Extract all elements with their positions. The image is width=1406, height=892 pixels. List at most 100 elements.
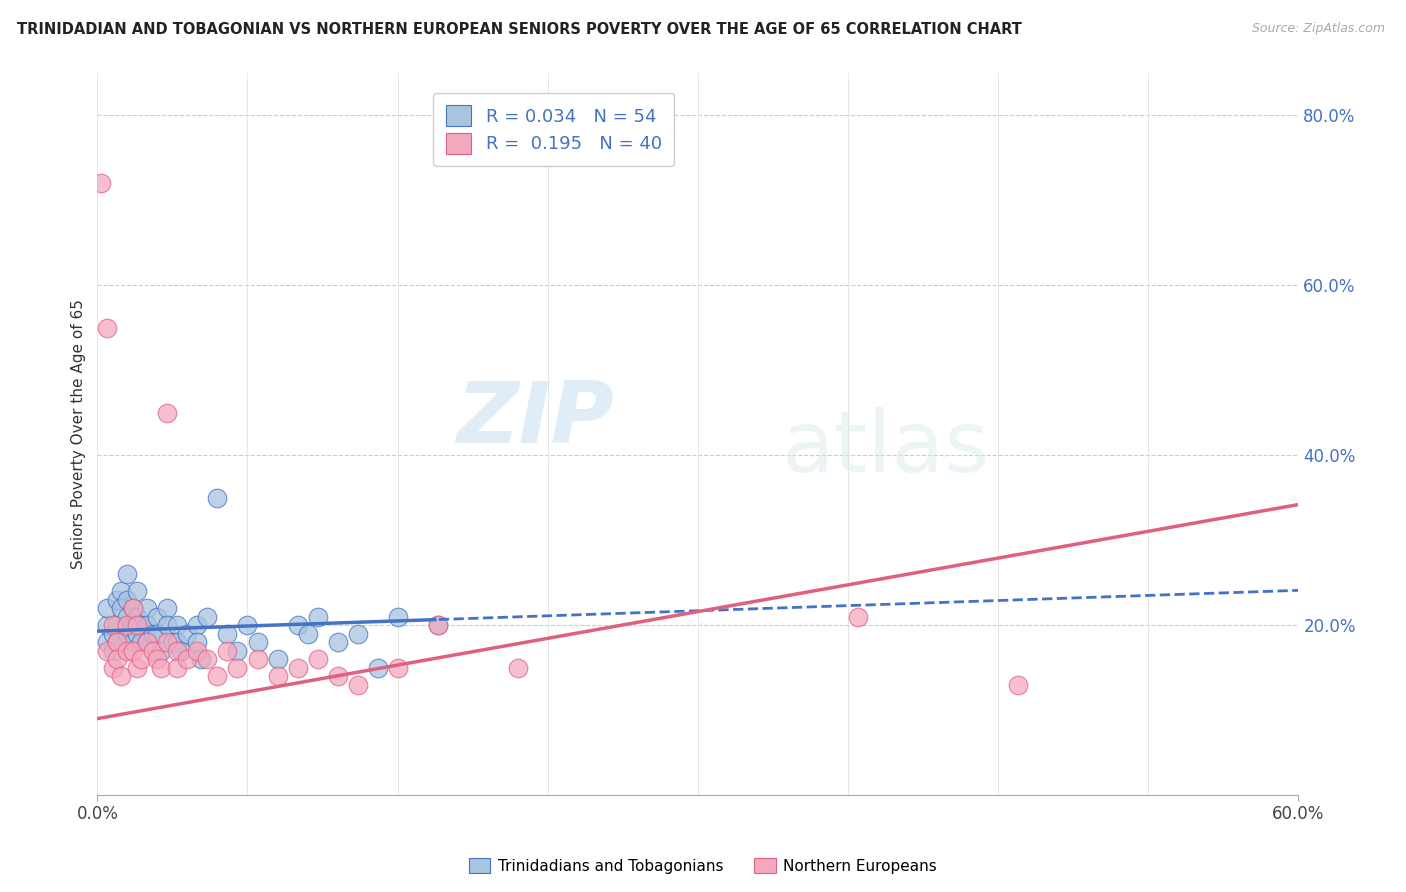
Point xyxy=(266,669,288,683)
Point xyxy=(207,669,229,683)
Legend: R = 0.034   N = 54, R =  0.195   N = 40: R = 0.034 N = 54, R = 0.195 N = 40 xyxy=(433,93,675,166)
Point xyxy=(96,643,118,657)
Point xyxy=(170,643,193,657)
Point xyxy=(127,618,149,632)
Point xyxy=(367,660,389,674)
Point xyxy=(426,618,449,632)
Text: ZIP: ZIP xyxy=(456,378,614,461)
Point xyxy=(96,635,118,649)
Point xyxy=(127,626,149,640)
Point xyxy=(136,635,159,649)
Point xyxy=(105,635,128,649)
Point xyxy=(136,635,159,649)
Point xyxy=(117,609,139,624)
Point xyxy=(127,609,149,624)
Point xyxy=(96,618,118,632)
Point xyxy=(1007,678,1029,692)
Point xyxy=(117,643,139,657)
Point xyxy=(156,635,179,649)
Point xyxy=(287,660,309,674)
Point xyxy=(122,635,145,649)
Legend: Trinidadians and Tobagonians, Northern Europeans: Trinidadians and Tobagonians, Northern E… xyxy=(463,852,943,880)
Point xyxy=(307,609,329,624)
Point xyxy=(142,643,165,657)
Point xyxy=(346,626,368,640)
Point xyxy=(217,643,239,657)
Point xyxy=(156,618,179,632)
Point xyxy=(156,406,179,420)
Point xyxy=(131,618,153,632)
Point xyxy=(426,618,449,632)
Point xyxy=(105,592,128,607)
Point xyxy=(166,618,188,632)
Point xyxy=(110,669,132,683)
Point xyxy=(186,635,208,649)
Point xyxy=(117,592,139,607)
Point xyxy=(236,618,259,632)
Point xyxy=(146,652,169,666)
Point xyxy=(103,626,125,640)
Point xyxy=(122,643,145,657)
Point xyxy=(506,660,529,674)
Point xyxy=(96,321,118,335)
Point xyxy=(146,609,169,624)
Point xyxy=(166,635,188,649)
Point xyxy=(110,584,132,599)
Point xyxy=(186,618,208,632)
Point xyxy=(387,609,409,624)
Point xyxy=(117,618,139,632)
Point xyxy=(176,626,198,640)
Point xyxy=(226,660,249,674)
Point xyxy=(103,643,125,657)
Point xyxy=(346,678,368,692)
Point xyxy=(117,567,139,582)
Point xyxy=(131,652,153,666)
Point xyxy=(146,626,169,640)
Point xyxy=(246,635,269,649)
Point xyxy=(105,618,128,632)
Point xyxy=(136,601,159,615)
Point xyxy=(846,609,869,624)
Point xyxy=(207,491,229,505)
Point xyxy=(90,177,112,191)
Point xyxy=(103,618,125,632)
Point xyxy=(142,626,165,640)
Point xyxy=(176,652,198,666)
Point xyxy=(186,643,208,657)
Point xyxy=(103,660,125,674)
Point xyxy=(190,652,212,666)
Point xyxy=(162,635,184,649)
Point xyxy=(131,635,153,649)
Point xyxy=(166,660,188,674)
Point xyxy=(127,584,149,599)
Point xyxy=(197,609,219,624)
Point xyxy=(136,618,159,632)
Point xyxy=(122,601,145,615)
Point xyxy=(127,660,149,674)
Y-axis label: Seniors Poverty Over the Age of 65: Seniors Poverty Over the Age of 65 xyxy=(72,299,86,569)
Text: Source: ZipAtlas.com: Source: ZipAtlas.com xyxy=(1251,22,1385,36)
Point xyxy=(246,652,269,666)
Text: TRINIDADIAN AND TOBAGONIAN VS NORTHERN EUROPEAN SENIORS POVERTY OVER THE AGE OF : TRINIDADIAN AND TOBAGONIAN VS NORTHERN E… xyxy=(17,22,1022,37)
Point xyxy=(266,652,288,666)
Point xyxy=(110,601,132,615)
Point xyxy=(307,652,329,666)
Point xyxy=(122,618,145,632)
Point xyxy=(217,626,239,640)
Point xyxy=(326,635,349,649)
Point xyxy=(197,652,219,666)
Point xyxy=(156,601,179,615)
Point xyxy=(287,618,309,632)
Point xyxy=(117,626,139,640)
Point xyxy=(105,635,128,649)
Point xyxy=(387,660,409,674)
Point xyxy=(105,652,128,666)
Point xyxy=(150,660,173,674)
Point xyxy=(326,669,349,683)
Point xyxy=(122,601,145,615)
Point xyxy=(166,643,188,657)
Text: atlas: atlas xyxy=(782,407,990,490)
Point xyxy=(297,626,319,640)
Point xyxy=(150,643,173,657)
Point xyxy=(96,601,118,615)
